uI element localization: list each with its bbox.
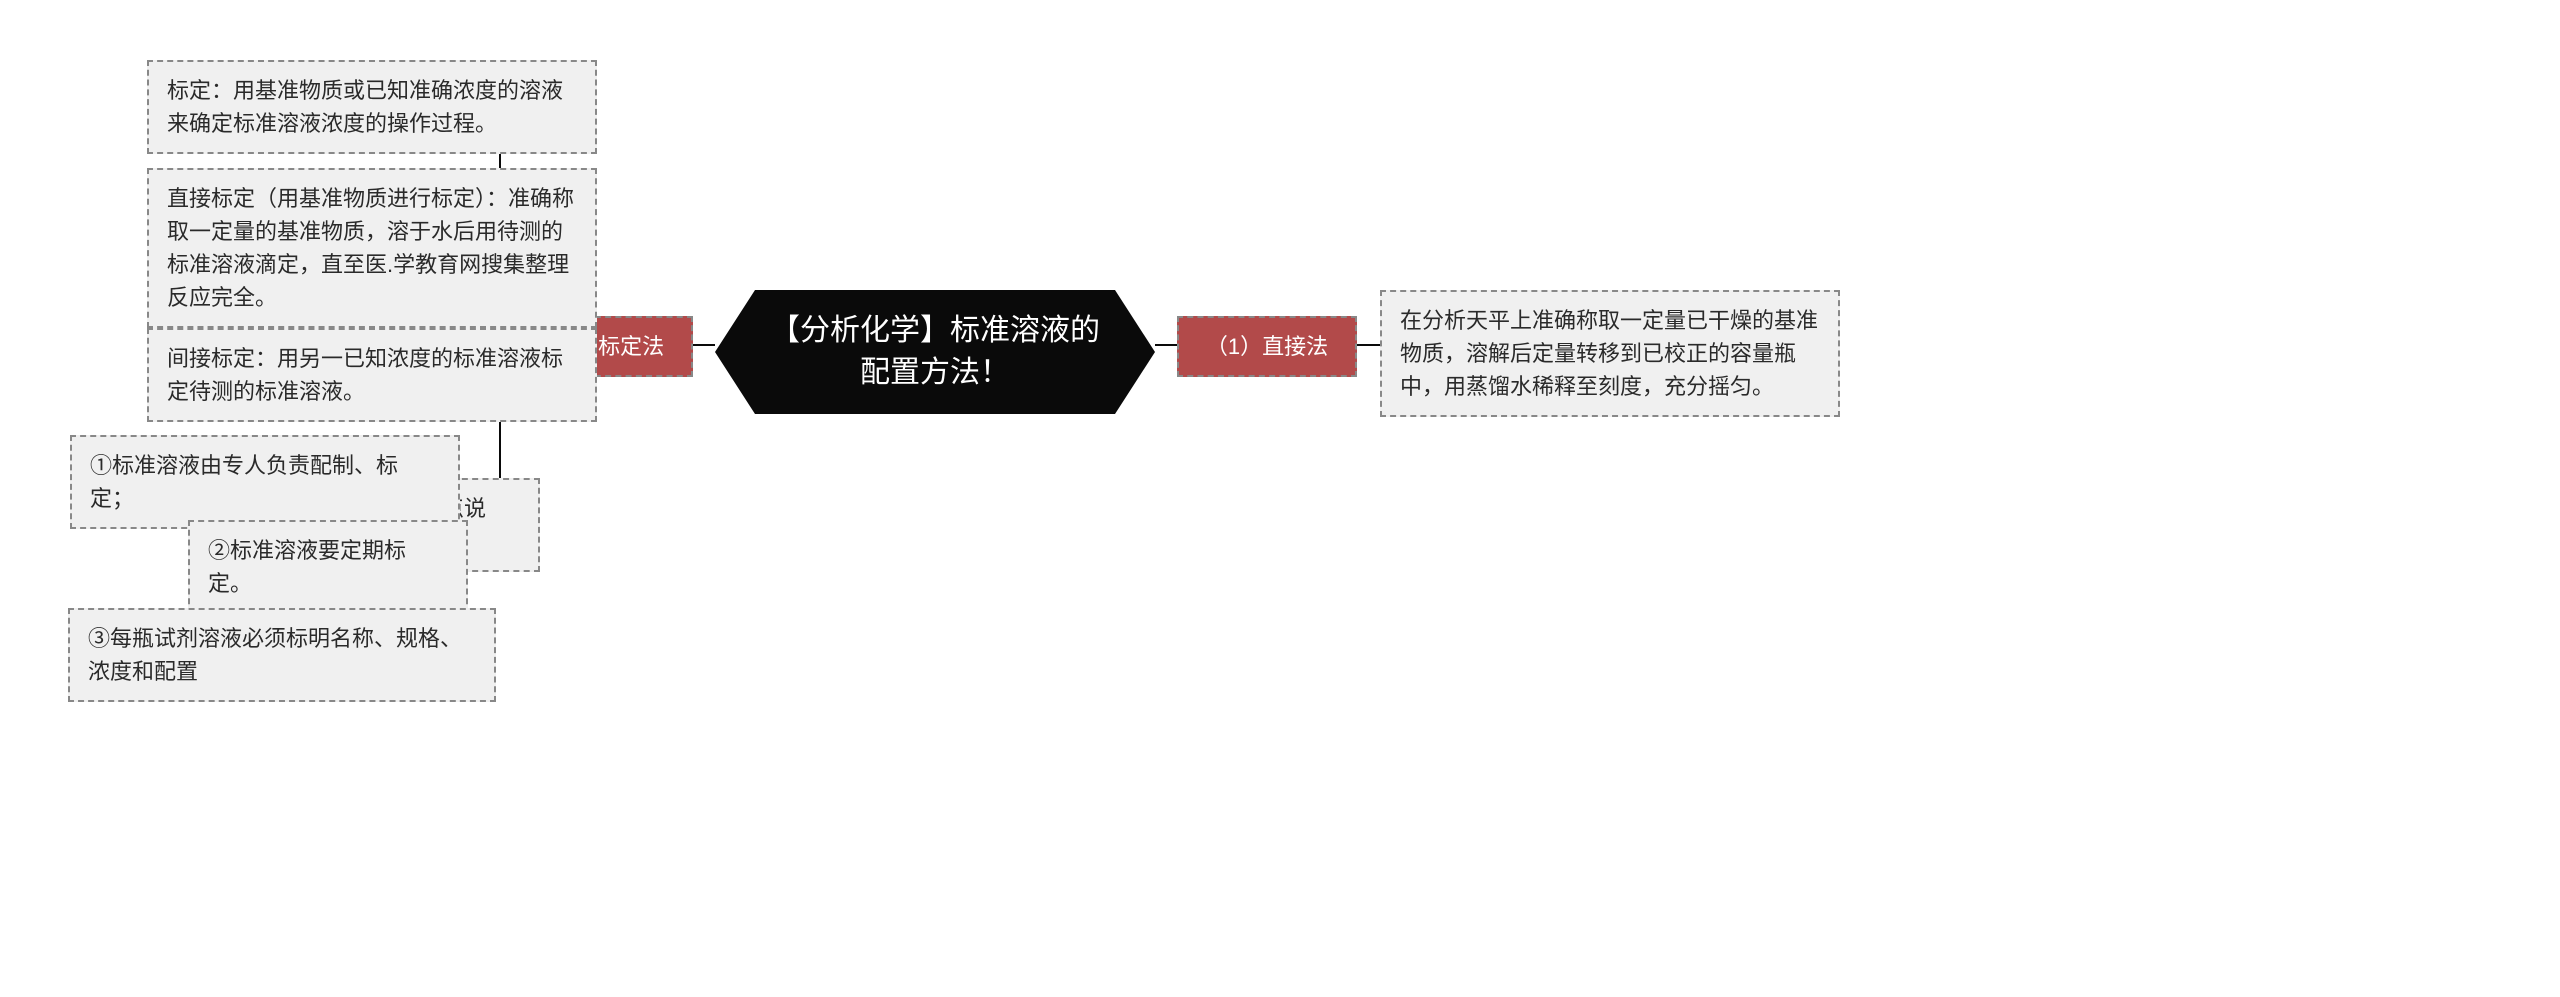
leaf-notes-0: ①标准溶液由专人负责配制、标定； [70,435,460,529]
branch-right: （1）直接法 [1177,316,1357,377]
leaf-text: ①标准溶液由专人负责配制、标定； [90,453,398,511]
leaf-notes-1: ②标准溶液要定期标定。 [188,520,468,614]
leaf-text: ③每瓶试剂溶液必须标明名称、规格、浓度和配置 [88,626,462,684]
leaf-text: 直接标定（用基准物质进行标定）：准确称取一定量的基准物质，溶于水后用待测的标准溶… [167,186,574,310]
leaf-left-2: 间接标定：用另一已知浓度的标准溶液标定待测的标准溶液。 [147,328,597,422]
center-text: 【分析化学】标准溶液的配置方法！ [770,314,1100,389]
leaf-text: 间接标定：用另一已知浓度的标准溶液标定待测的标准溶液。 [167,346,563,404]
leaf-right-0: 在分析天平上准确称取一定量已干燥的基准物质，溶解后定量转移到已校正的容量瓶中，用… [1380,290,1840,417]
branch-right-label: （1）直接法 [1206,334,1328,359]
leaf-text: 标定：用基准物质或已知准确浓度的溶液来确定标准溶液浓度的操作过程。 [167,78,563,136]
leaf-text: 在分析天平上准确称取一定量已干燥的基准物质，溶解后定量转移到已校正的容量瓶中，用… [1400,308,1818,399]
center-node: 【分析化学】标准溶液的配置方法！ [715,290,1155,414]
leaf-left-1: 直接标定（用基准物质进行标定）：准确称取一定量的基准物质，溶于水后用待测的标准溶… [147,168,597,328]
leaf-left-0: 标定：用基准物质或已知准确浓度的溶液来确定标准溶液浓度的操作过程。 [147,60,597,154]
leaf-notes-2: ③每瓶试剂溶液必须标明名称、规格、浓度和配置 [68,608,496,702]
leaf-text: ②标准溶液要定期标定。 [208,538,406,596]
